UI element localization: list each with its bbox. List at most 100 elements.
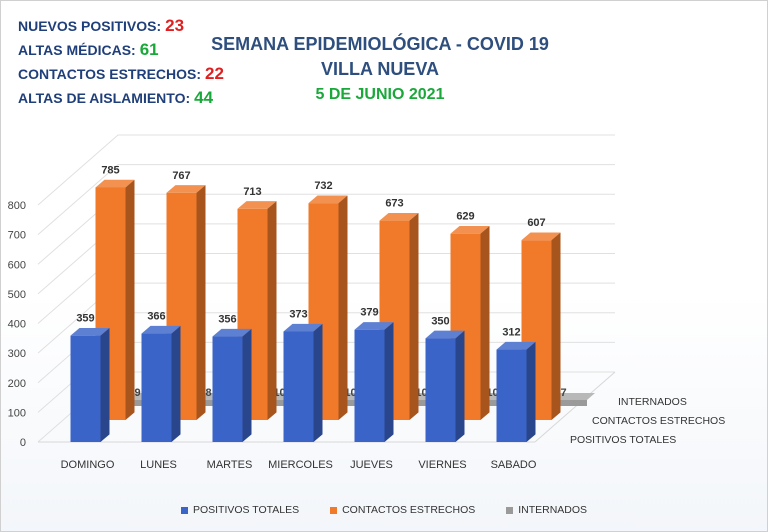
bar-positivos-side (313, 323, 323, 442)
gridline (37, 164, 615, 236)
y-tick-label: 200 (8, 378, 26, 390)
depth-axis-label: INTERNADOS (618, 396, 687, 408)
bar-positivos (496, 349, 527, 442)
chart-title: SEMANA EPIDEMIOLÓGICA - COVID 19 (211, 34, 549, 54)
stat-value: 44 (194, 88, 214, 107)
data-label-internados: 7 (560, 387, 566, 399)
bar-positivos-top (425, 330, 465, 339)
bar-contactos-top (379, 212, 419, 221)
legend-swatch (180, 506, 188, 514)
bar-positivos (141, 333, 172, 442)
chart-subtitle: VILLA NUEVA (320, 59, 439, 79)
bar-positivos-side (384, 322, 394, 442)
stat-nuevos-positivos: NUEVOS POSITIVOS: 23 (18, 14, 224, 38)
stat-value: 23 (165, 16, 185, 35)
y-tick-label: 600 (8, 259, 26, 271)
data-label-contactos: 767 (172, 170, 190, 182)
legend-item-contactos: CONTACTOS ESTRECHOS (330, 504, 475, 516)
y-tick-label: 500 (8, 289, 26, 301)
bar-contactos-side (409, 212, 419, 420)
stat-label: ALTAS DE AISLAMIENTO: (18, 90, 191, 106)
bar-positivos-top (141, 325, 181, 334)
stats-panel: NUEVOS POSITIVOS: 23 ALTAS MÉDICAS: 61 CON… (18, 14, 224, 110)
stat-altas-medicas: ALTAS MÉDICAS: 61 (18, 38, 224, 62)
legend-label: CONTACTOS ESTRECHOS (342, 504, 476, 516)
chart-legend: POSITIVOS TOTALES CONTACTOS ESTRECHOS IN… (0, 504, 768, 516)
legend-swatch (506, 506, 514, 514)
data-label-internados: 8 (205, 387, 211, 399)
data-label-internados: 9 (134, 387, 140, 399)
legend-item-positivos: POSITIVOS TOTALES (180, 504, 300, 516)
data-label-contactos: 732 (314, 180, 332, 192)
data-label-contactos: 713 (243, 186, 261, 198)
legend-label: POSITIVOS TOTALES (192, 504, 300, 516)
stat-value: 61 (139, 40, 159, 59)
legend-label: INTERNADOS (518, 504, 588, 516)
bar-positivos-side (100, 327, 110, 442)
stat-label: NUEVOS POSITIVOS: (18, 18, 162, 34)
bar-positivos (212, 336, 243, 442)
y-tick-label: 0 (20, 437, 26, 449)
bar-positivos (70, 335, 101, 442)
y-tick-label: 800 (8, 200, 26, 212)
bar-positivos-top (283, 323, 323, 332)
y-tick-label: 700 (8, 230, 26, 242)
stat-contactos-estrechos: CONTACTOS ESTRECHOS: 22 (18, 62, 224, 86)
stat-label: CONTACTOS ESTRECHOS: (18, 66, 202, 82)
bar-positivos-side (526, 341, 536, 442)
bar-contactos-side (551, 232, 561, 420)
bar-contactos-side (338, 195, 348, 420)
bar-contactos-side (196, 185, 206, 420)
data-label-positivos: 373 (289, 308, 307, 320)
bar-positivos-side (242, 328, 252, 442)
gridline (37, 134, 615, 206)
y-tick-label: 400 (8, 319, 26, 331)
data-label-contactos: 673 (385, 198, 403, 210)
bar-positivos-top (354, 322, 394, 330)
y-tick-label: 100 (8, 407, 26, 419)
stat-value: 22 (205, 64, 224, 83)
x-tick-label: MARTES (207, 459, 253, 471)
bar-positivos (354, 329, 385, 442)
bar-contactos-side (125, 179, 135, 420)
bar-contactos-top (450, 226, 490, 234)
bar-positivos-side (171, 325, 181, 442)
bar-positivos-side (455, 330, 465, 442)
x-tick-label: DOMINGO (61, 459, 115, 471)
chart-date: 5 DE JUNIO 2021 (315, 86, 445, 103)
bar-contactos-side (480, 226, 490, 420)
x-tick-label: SABADO (491, 459, 537, 471)
data-label-contactos: 785 (101, 164, 119, 176)
depth-axis-label: CONTACTOS ESTRECHOS (592, 415, 725, 427)
data-label-positivos: 379 (360, 307, 378, 319)
bar-positivos (425, 338, 456, 442)
data-label-positivos: 356 (218, 314, 236, 326)
legend-item-internados: INTERNADOS (506, 504, 587, 516)
data-label-positivos: 312 (502, 327, 520, 339)
data-label-contactos: 607 (527, 217, 545, 229)
x-tick-label: MIERCOLES (268, 459, 333, 471)
bar-positivos-top (212, 328, 252, 337)
bar-contactos-top (237, 201, 277, 209)
bar-contactos-side (267, 201, 277, 420)
x-tick-label: VIERNES (418, 459, 466, 471)
stat-label: ALTAS MÉDICAS: (18, 42, 136, 58)
x-tick-label: LUNES (140, 459, 177, 471)
floor-side-edge (534, 371, 616, 443)
y-tick-label: 300 (8, 348, 26, 360)
bar-positivos-top (70, 327, 110, 336)
depth-axis-label: POSITIVOS TOTALES (570, 434, 676, 446)
bar-contactos-top (166, 185, 206, 193)
stat-altas-aislamiento: ALTAS DE AISLAMIENTO: 44 (18, 86, 224, 110)
bar-contactos-top (308, 195, 348, 204)
x-tick-label: JUEVES (350, 459, 393, 471)
bar-contactos-top (95, 179, 135, 188)
bar-contactos-top (521, 232, 561, 241)
data-label-positivos: 350 (431, 315, 449, 327)
data-label-positivos: 359 (76, 313, 94, 325)
data-label-contactos: 629 (456, 211, 474, 223)
bar-positivos (283, 331, 314, 442)
bar-positivos-top (496, 341, 536, 350)
chart-titles: SEMANA EPIDEMIOLÓGICA - COVID 19 VILLA N… (160, 32, 600, 108)
